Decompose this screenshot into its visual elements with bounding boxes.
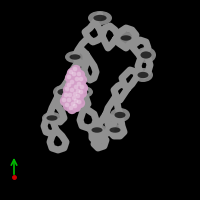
Point bbox=[76, 78, 80, 82]
Point bbox=[80, 78, 84, 82]
Point bbox=[78, 73, 82, 77]
Point bbox=[68, 76, 72, 80]
Point bbox=[73, 73, 77, 77]
Point bbox=[77, 95, 81, 99]
Point bbox=[74, 93, 78, 97]
Point bbox=[69, 106, 73, 110]
Ellipse shape bbox=[138, 72, 148, 78]
Point bbox=[74, 85, 78, 89]
Point bbox=[65, 103, 69, 107]
Point bbox=[69, 94, 73, 98]
Ellipse shape bbox=[105, 124, 125, 136]
Point bbox=[64, 93, 68, 97]
Point bbox=[76, 89, 80, 93]
Point bbox=[66, 88, 70, 92]
Point bbox=[73, 67, 77, 71]
Point bbox=[79, 77, 83, 81]
Point bbox=[76, 94, 80, 98]
Point bbox=[73, 97, 77, 101]
Point bbox=[70, 71, 74, 75]
Ellipse shape bbox=[92, 127, 102, 133]
Point bbox=[81, 86, 85, 90]
Ellipse shape bbox=[46, 115, 58, 121]
Point bbox=[67, 83, 71, 87]
Ellipse shape bbox=[87, 124, 107, 136]
Point bbox=[75, 100, 79, 104]
Ellipse shape bbox=[93, 15, 107, 21]
Ellipse shape bbox=[114, 112, 126, 118]
Point bbox=[67, 98, 71, 102]
Ellipse shape bbox=[136, 47, 156, 63]
Point bbox=[65, 94, 69, 98]
Ellipse shape bbox=[120, 35, 132, 41]
Point bbox=[70, 80, 74, 84]
Point bbox=[68, 93, 72, 97]
Ellipse shape bbox=[140, 51, 152, 59]
Point bbox=[75, 77, 79, 81]
Point bbox=[77, 82, 81, 86]
Point bbox=[77, 100, 81, 104]
Ellipse shape bbox=[42, 112, 62, 124]
Point bbox=[79, 90, 83, 94]
Point bbox=[78, 101, 82, 105]
Ellipse shape bbox=[110, 108, 130, 122]
Point bbox=[65, 87, 69, 91]
Point bbox=[78, 83, 82, 87]
Point bbox=[74, 68, 78, 72]
Point bbox=[73, 92, 77, 96]
Point bbox=[80, 91, 84, 95]
Ellipse shape bbox=[78, 89, 88, 95]
Point bbox=[74, 99, 78, 103]
Point bbox=[72, 103, 76, 107]
Point bbox=[77, 72, 81, 76]
Ellipse shape bbox=[70, 54, 80, 60]
Point bbox=[69, 70, 73, 74]
Point bbox=[63, 99, 67, 103]
Point bbox=[66, 104, 70, 108]
Point bbox=[72, 96, 76, 100]
Point bbox=[73, 104, 77, 108]
Point bbox=[80, 85, 84, 89]
Ellipse shape bbox=[65, 51, 85, 63]
Point bbox=[72, 72, 76, 76]
Ellipse shape bbox=[88, 11, 112, 25]
Ellipse shape bbox=[53, 85, 73, 99]
Ellipse shape bbox=[58, 89, 68, 95]
Point bbox=[77, 90, 81, 94]
Point bbox=[71, 102, 75, 106]
Point bbox=[74, 105, 78, 109]
Point bbox=[68, 99, 72, 103]
Ellipse shape bbox=[116, 32, 136, 44]
Point bbox=[70, 107, 74, 111]
Point bbox=[70, 88, 74, 92]
Point bbox=[71, 81, 75, 85]
Point bbox=[62, 98, 66, 102]
Ellipse shape bbox=[133, 68, 153, 82]
Point bbox=[68, 84, 72, 88]
Point bbox=[75, 86, 79, 90]
Point bbox=[67, 75, 71, 79]
Ellipse shape bbox=[73, 86, 93, 98]
Point bbox=[71, 89, 75, 93]
Ellipse shape bbox=[110, 127, 120, 133]
